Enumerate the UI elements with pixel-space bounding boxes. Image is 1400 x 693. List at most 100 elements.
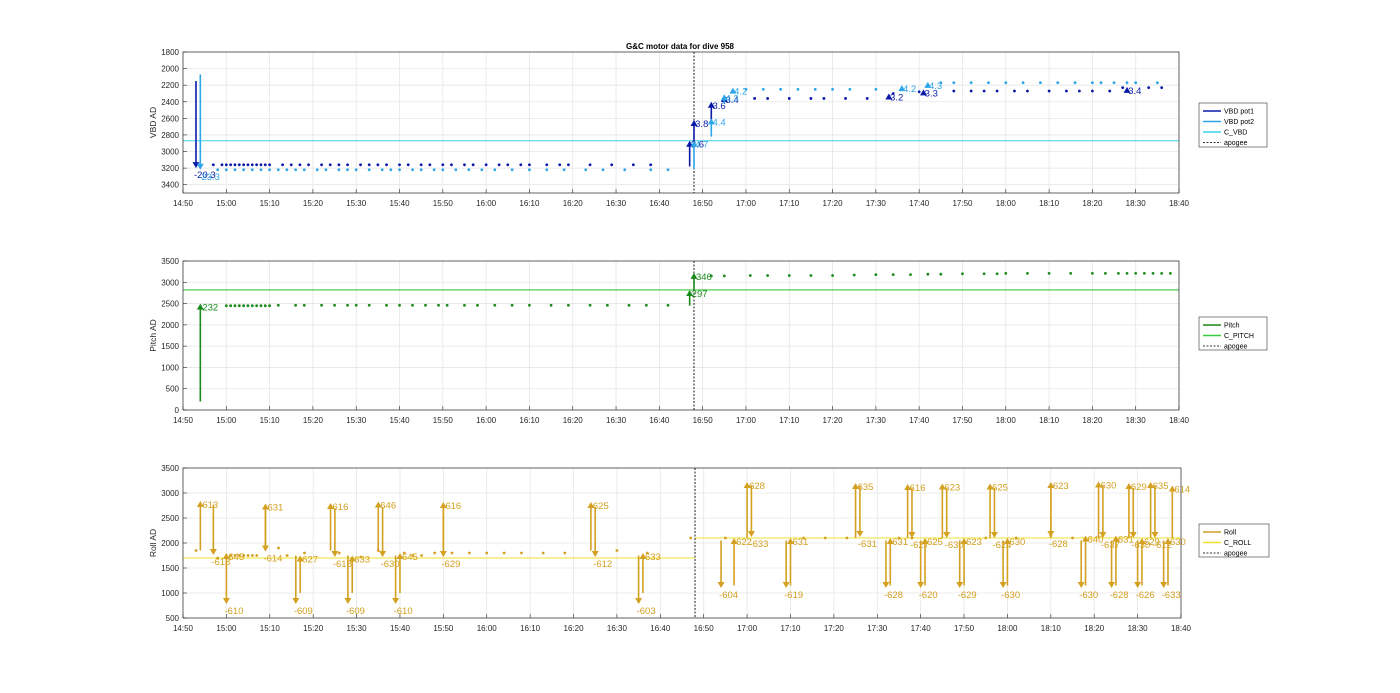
x-tick-label: 18:00 bbox=[997, 624, 1018, 633]
x-tick-label: 18:10 bbox=[1039, 416, 1060, 425]
data-point bbox=[211, 163, 215, 167]
data-point bbox=[276, 303, 280, 307]
arrow-head bbox=[331, 551, 339, 557]
chart-panels: 14:50 15:00 15:10 15:20 15:30 15:40 15:50 16:00… bbox=[148, 48, 1270, 633]
arrow-head bbox=[1082, 535, 1090, 542]
legend-label: VBD pot2 bbox=[1224, 119, 1254, 126]
arrow-head bbox=[192, 162, 200, 169]
data-point bbox=[939, 272, 943, 276]
data-point bbox=[1125, 271, 1129, 275]
data-point bbox=[328, 163, 332, 167]
data-point bbox=[605, 303, 609, 307]
annotation-label: 645 bbox=[402, 552, 418, 563]
data-point bbox=[541, 551, 545, 555]
annotation-label: -609 bbox=[294, 606, 313, 617]
annotation-label: -4.3 bbox=[722, 93, 738, 104]
x-tick-label: 17:20 bbox=[823, 416, 844, 425]
x-tick-label: 16:20 bbox=[563, 416, 584, 425]
data-point bbox=[917, 90, 921, 94]
arrow-head bbox=[717, 582, 725, 588]
data-point bbox=[454, 168, 458, 172]
arrow-head bbox=[886, 538, 894, 544]
arrow-head bbox=[344, 598, 352, 604]
annotation-label: 640 bbox=[1088, 535, 1104, 546]
x-tick-label: 14:50 bbox=[173, 199, 194, 208]
annotation-label: 232 bbox=[202, 303, 218, 314]
annotation-label: 631 bbox=[1118, 535, 1134, 546]
data-point bbox=[926, 272, 930, 276]
data-point bbox=[520, 551, 523, 555]
x-tick-label: 18:10 bbox=[1039, 199, 1060, 208]
x-tick-label: 17:40 bbox=[909, 199, 930, 208]
y-tick-label: 3400 bbox=[161, 181, 179, 190]
arrow-head bbox=[196, 303, 204, 310]
arrow-head bbox=[1151, 532, 1159, 538]
arrow-head bbox=[707, 118, 715, 125]
data-point bbox=[285, 168, 289, 172]
data-point bbox=[251, 554, 254, 557]
annotation-label: -630 bbox=[381, 559, 400, 570]
annotation-label: -620 bbox=[919, 590, 938, 601]
y-tick-label: 3000 bbox=[161, 278, 179, 287]
y-tick-label: 2400 bbox=[161, 98, 179, 107]
y-axis-label: Roll AD bbox=[148, 529, 158, 557]
legend-label: apogee bbox=[1224, 140, 1247, 147]
data-point bbox=[1125, 81, 1129, 85]
data-point bbox=[354, 303, 358, 307]
annotation-label: 629 bbox=[1131, 482, 1147, 493]
data-point bbox=[437, 303, 440, 307]
annotation-label: -631 bbox=[858, 539, 877, 550]
chart-panel: 14:50 15:00 15:10 15:20 15:30 15:40 15:50 16:00… bbox=[148, 257, 1268, 425]
y-tick-label: 2600 bbox=[161, 114, 179, 123]
data-point bbox=[294, 303, 297, 307]
data-point bbox=[1014, 536, 1018, 540]
data-point bbox=[845, 536, 849, 540]
data-point bbox=[467, 168, 471, 172]
arrow-head bbox=[439, 502, 447, 508]
x-tick-label: 15:50 bbox=[433, 624, 454, 633]
data-point bbox=[281, 163, 284, 167]
y-tick-label: 0 bbox=[175, 406, 180, 415]
data-point bbox=[562, 168, 566, 172]
x-tick-label: 16:20 bbox=[564, 624, 585, 633]
data-point bbox=[476, 303, 479, 307]
data-point bbox=[259, 168, 263, 172]
arrow-head bbox=[1147, 482, 1155, 488]
data-point bbox=[385, 303, 388, 307]
arrow-head bbox=[1077, 582, 1085, 588]
annotation-label: 646 bbox=[380, 501, 396, 512]
arrow-head bbox=[587, 502, 595, 508]
data-point bbox=[398, 303, 401, 307]
data-point bbox=[1004, 81, 1008, 85]
x-tick-label: 17:10 bbox=[780, 624, 801, 633]
annotation-label: -3.4 bbox=[722, 95, 738, 106]
annotation-label: 625 bbox=[593, 501, 609, 512]
data-point bbox=[952, 81, 956, 85]
data-point bbox=[1103, 271, 1107, 275]
x-tick-label: 17:00 bbox=[736, 416, 757, 425]
annotation-label: -4.4 bbox=[709, 117, 725, 128]
data-point bbox=[761, 87, 765, 91]
arrow-head bbox=[743, 482, 751, 488]
data-point bbox=[982, 89, 986, 93]
arrow-head bbox=[938, 483, 946, 490]
data-point bbox=[250, 168, 254, 172]
x-tick-label: 18:20 bbox=[1082, 199, 1103, 208]
annotation-label: -604 bbox=[719, 590, 738, 601]
x-tick-label: 15:40 bbox=[390, 416, 411, 425]
data-point bbox=[567, 303, 570, 307]
y-tick-label: 1500 bbox=[161, 564, 179, 573]
data-point bbox=[601, 168, 605, 172]
data-point bbox=[722, 274, 726, 278]
data-point bbox=[519, 163, 523, 167]
annotation-label: 631 bbox=[792, 537, 808, 548]
annotation-label: 628 bbox=[749, 481, 765, 492]
annotation-label: -637 bbox=[1101, 540, 1120, 551]
x-tick-label: 16:50 bbox=[694, 624, 715, 633]
data-point bbox=[420, 554, 424, 557]
arrow-head bbox=[379, 551, 387, 557]
y-tick-label: 1000 bbox=[161, 589, 179, 598]
data-point bbox=[995, 272, 999, 276]
data-point bbox=[584, 168, 588, 172]
annotation-label: -633 bbox=[1162, 590, 1181, 601]
